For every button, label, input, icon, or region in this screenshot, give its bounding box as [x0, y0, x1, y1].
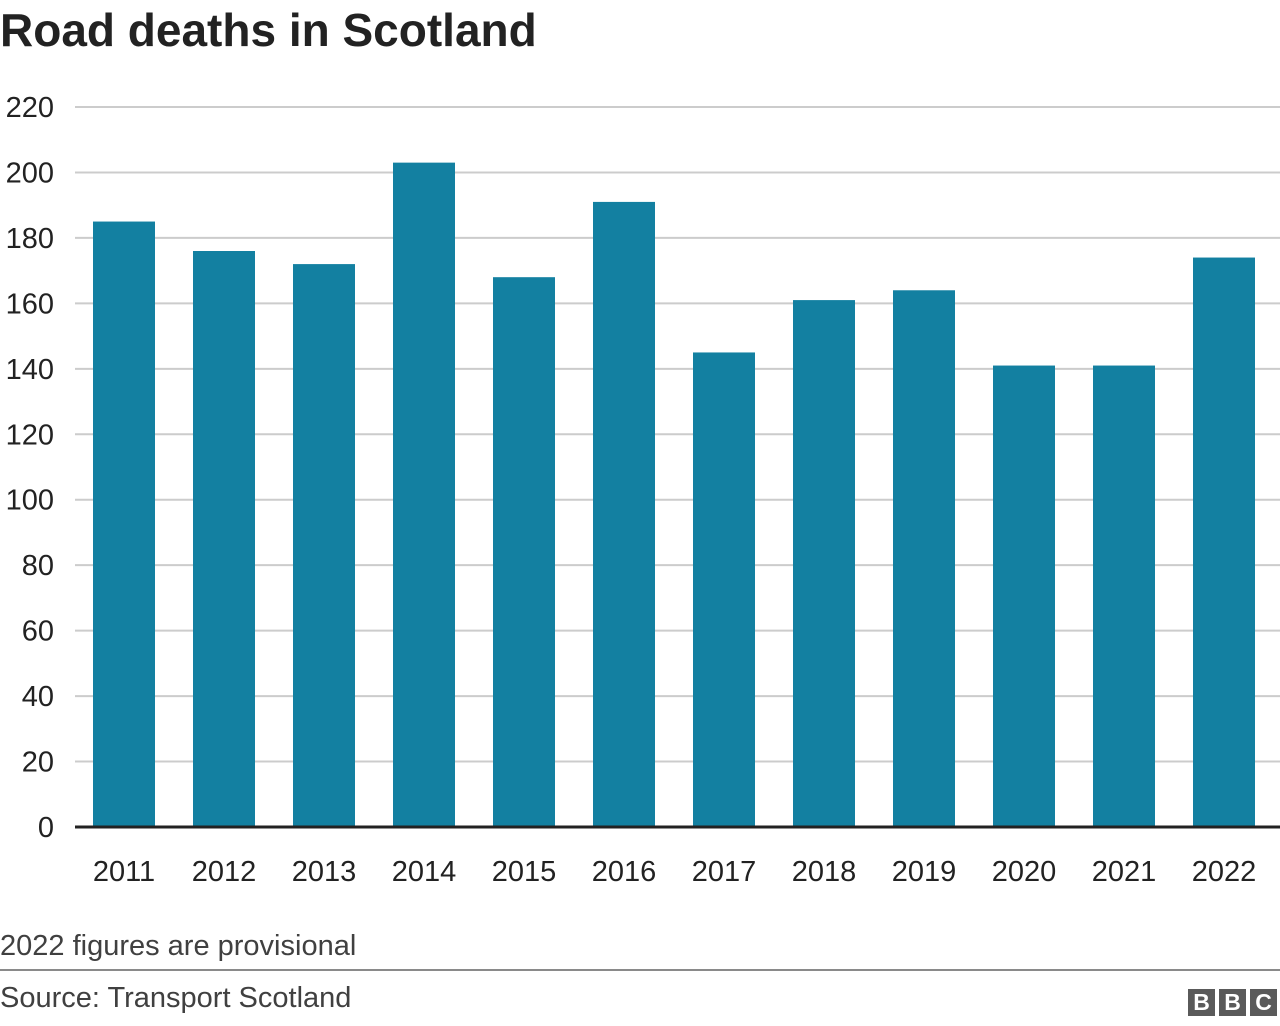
y-tick-label: 220 — [6, 92, 54, 124]
x-tick-label: 2013 — [292, 856, 357, 888]
bar — [1193, 257, 1255, 827]
x-tick-label: 2011 — [93, 856, 155, 888]
bar — [493, 277, 555, 827]
y-tick-label: 120 — [6, 419, 54, 451]
bar — [893, 290, 955, 827]
bar — [393, 162, 455, 827]
footnote: 2022 figures are provisional — [0, 930, 357, 962]
bar — [193, 251, 255, 827]
bar — [593, 201, 655, 828]
bar — [993, 365, 1055, 827]
y-tick-label: 180 — [6, 223, 54, 255]
source-text: Source: Transport Scotland — [0, 982, 352, 1014]
x-tick-label: 2019 — [892, 856, 957, 888]
x-tick-label: 2016 — [592, 856, 657, 888]
logo-letter: B — [1188, 989, 1215, 1016]
y-tick-label: 60 — [22, 616, 54, 648]
x-tick-label: 2020 — [992, 856, 1057, 888]
x-tick-label: 2018 — [792, 856, 857, 888]
bar — [793, 300, 855, 827]
x-tick-label: 2017 — [692, 856, 757, 888]
x-tick-label: 2014 — [392, 856, 457, 888]
bar — [93, 221, 155, 827]
x-tick-label: 2012 — [192, 856, 257, 888]
bbc-logo: B B C — [1188, 989, 1277, 1016]
x-tick-label: 2022 — [1192, 856, 1257, 888]
footer-divider — [0, 969, 1280, 971]
y-tick-label: 100 — [6, 485, 54, 517]
x-tick-label: 2021 — [1092, 856, 1157, 888]
y-tick-label: 160 — [6, 288, 54, 320]
y-tick-label: 20 — [22, 747, 54, 779]
bar — [293, 264, 355, 827]
y-tick-label: 0 — [38, 812, 54, 844]
logo-letter: C — [1250, 989, 1277, 1016]
y-tick-label: 80 — [22, 550, 54, 582]
y-tick-label: 40 — [22, 681, 54, 713]
chart-title: Road deaths in Scotland — [0, 4, 537, 56]
bar-chart: 0 20 40 60 80 100 120 140 160 180 200 220 2011 2012 20… — [6, 92, 1280, 888]
bar — [693, 352, 755, 827]
y-tick-label: 200 — [6, 157, 54, 189]
x-tick-label: 2015 — [492, 856, 557, 888]
y-tick-label: 140 — [6, 354, 54, 386]
logo-letter: B — [1219, 989, 1246, 1016]
bar — [1093, 365, 1155, 827]
